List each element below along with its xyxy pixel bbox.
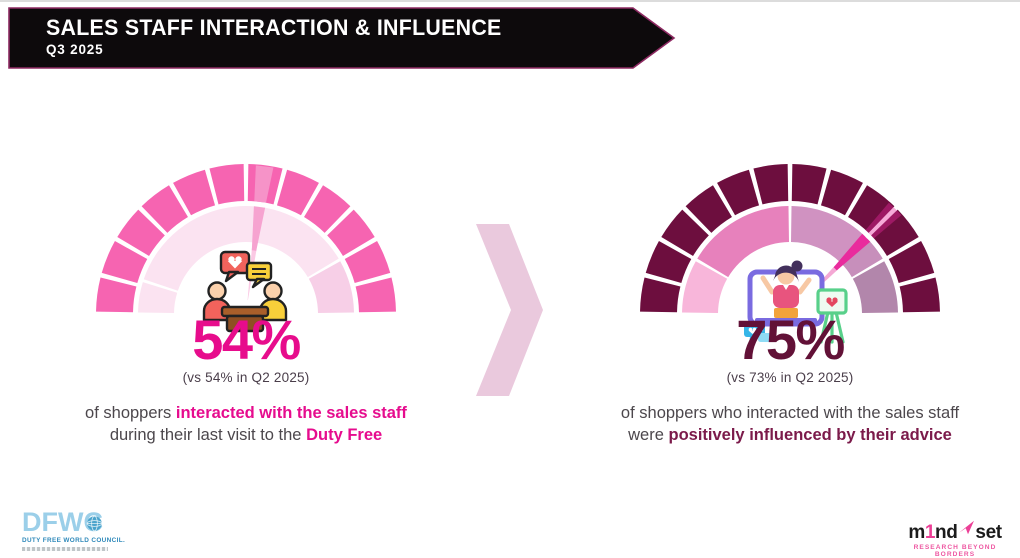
gauge-needle [833,233,871,271]
gauge-outer-segment [304,185,351,233]
gauge-comparison-interaction: (vs 54% in Q2 2025) [182,370,310,385]
globe-icon [86,515,103,532]
gauge-outer-segment [645,241,692,284]
mindset-m: m [908,522,925,543]
gauge-outer-segment [685,185,732,233]
caption-run: of shoppers [85,404,176,422]
header-banner: SALES STAFF INTERACTION & INFLUENCE Q3 2… [8,6,676,70]
gauge-outer-segment [276,169,319,216]
gauge-value-interaction: 54% [192,308,301,371]
conversation-icon [197,250,293,339]
mindset-logo: m1nd set RESEARCH BEYOND BORDERS [893,520,1017,558]
presenter-icon [742,252,852,351]
gauge-outer-segment [717,169,760,216]
page-subtitle: Q3 2025 [46,42,104,57]
gauge-outer-segment [101,241,148,284]
chevron-right-icon [476,224,543,396]
gauge-block-interaction: 54% (vs 54% in Q2 2025) of shoppers inte… [85,158,407,498]
dfwc-wordmark: DFWC [22,509,103,536]
gauge-outer-segment [848,185,895,233]
page-title: SALES STAFF INTERACTION & INFLUENCE [46,15,502,40]
gauge-chart-influence [640,164,940,313]
gauge-outer-segment [209,164,245,205]
gauge-outer-segment [327,209,375,256]
mindset-tagline: RESEARCH BEYOND BORDERS [913,544,997,558]
gauge-inner-segment [308,261,354,313]
gauge-outer-segment [355,277,396,313]
gauge-outer-segment [96,277,137,313]
caption-run: positively influenced by their advice [668,426,952,445]
caption-run: Duty Free [306,426,383,445]
gauge-outer-segment [871,209,919,256]
gauge-inner-segment [791,206,866,263]
banner-arrow-shape [8,7,676,69]
caption-run: during their last visit to the [109,426,307,445]
gauge-outer-segment [173,169,216,216]
gauge-outer-segment [661,209,709,256]
gauge-needle [251,206,266,251]
gauge-outer-segment [141,185,188,233]
gauge-outer-segment [791,164,827,205]
gauge-outer-segment [640,277,681,313]
gauge-outer-segment [820,169,863,216]
dfwc-logo: DFWC DUTY FREE WORLD COUNCIL. [22,509,132,551]
banner-text: SALES STAFF INTERACTION & INFLUENCE Q3 2… [46,15,516,58]
plane-icon [959,520,975,535]
gauge-inner-segment [682,261,728,313]
gauge-comparison-influence: (vs 73% in Q2 2025) [726,370,854,385]
gauge-outer-segment [753,164,789,205]
gauge-inner-segment [138,282,178,313]
gauge-needle-overlay [865,202,902,239]
gauge-outer-segment [888,241,935,284]
gauge-inner-segment [143,206,339,291]
caption-influence: of shoppers who interacted with the sale… [614,402,966,447]
caption-interaction: of shoppers interacted with the sales st… [70,402,422,447]
gauge-outer-segment [344,241,391,284]
mindset-one: 1 [924,522,936,543]
mindset-nd: nd [934,522,958,543]
gauge-inner-segment [841,238,883,278]
caption-run: of shoppers who interacted with the sale… [620,404,960,445]
gauge-inner-segment [697,206,789,278]
gauge-outer-segment [899,277,940,313]
dfwc-name: DUTY FREE WORLD COUNCIL. [22,537,126,544]
gauge-outer-segment [117,209,165,256]
mindset-set: set [975,522,1002,543]
mindset-wordmark: m1nd set [893,520,1017,543]
caption-run: interacted with the sales staff [175,404,407,422]
gauge-block-influence: 75% (vs 73% in Q2 2025) of shoppers who … [621,158,959,498]
dfwc-tagline-blur [22,547,108,551]
gauge-value-influence: 75% [736,308,845,371]
gauge-inner-segment [852,261,898,313]
window-top-edge [0,0,1020,2]
gauge-needle-overlay [254,165,274,203]
